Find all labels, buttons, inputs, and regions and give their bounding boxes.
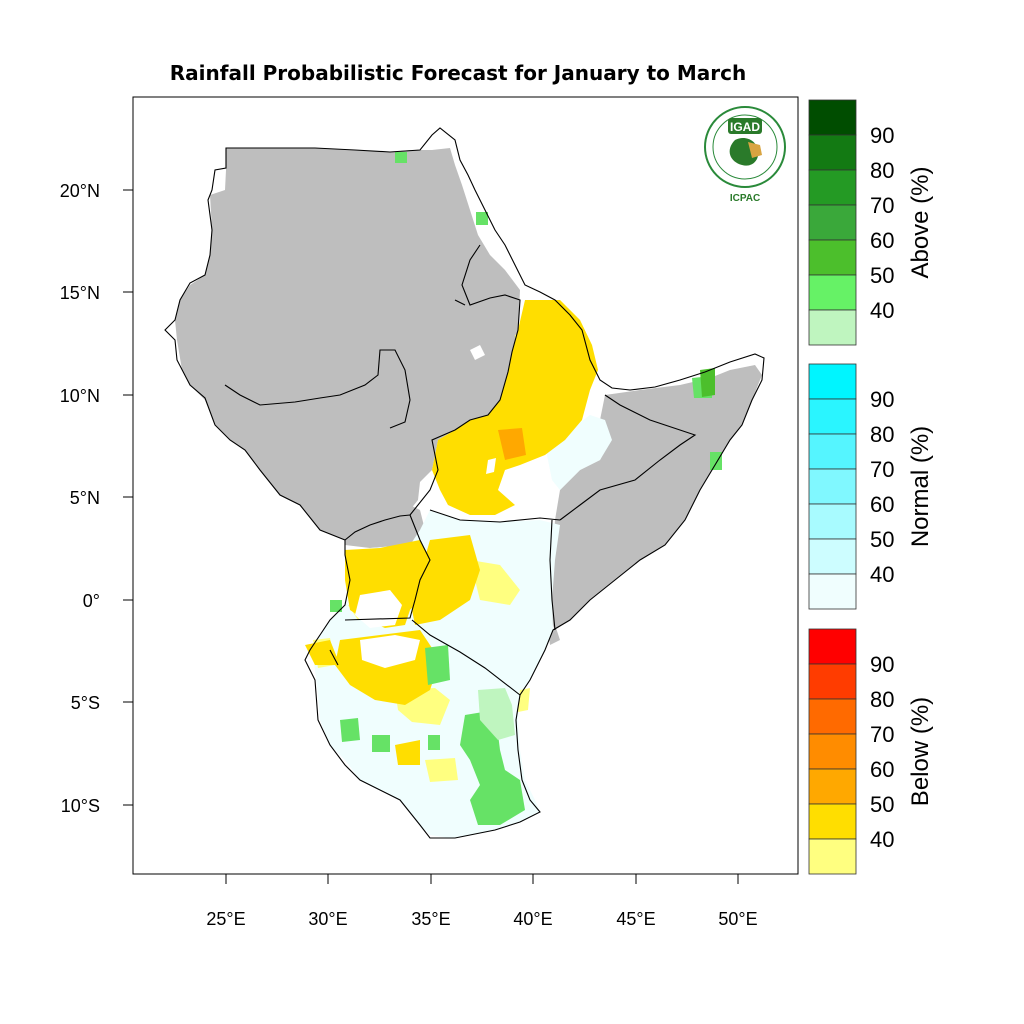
lat-tick-labels: 20°N 15°N 10°N 5°N 0° 5°S 10°S bbox=[60, 181, 100, 816]
legend-swatch bbox=[808, 628, 857, 665]
legend-tick-label: 70 bbox=[870, 457, 894, 482]
legend-above: 90 80 70 60 50 40 Above (%) bbox=[808, 99, 934, 346]
lat-tick-label: 10°N bbox=[60, 386, 100, 406]
legend-swatch bbox=[808, 204, 857, 241]
lon-tick-label: 45°E bbox=[616, 909, 655, 929]
legend-tick-label: 40 bbox=[870, 827, 894, 852]
lon-tick-labels: 25°E 30°E 35°E 40°E 45°E 50°E bbox=[206, 909, 757, 929]
legend-title: Normal (%) bbox=[907, 426, 934, 547]
lon-tick-label: 40°E bbox=[513, 909, 552, 929]
legend-tick-label: 60 bbox=[870, 228, 894, 253]
legend-tick-label: 70 bbox=[870, 193, 894, 218]
lon-tick-label: 30°E bbox=[308, 909, 347, 929]
lat-axis bbox=[123, 189, 133, 806]
legend-swatch bbox=[808, 573, 857, 610]
legend-swatch bbox=[808, 99, 857, 136]
logo-igad-text: IGAD bbox=[730, 120, 760, 134]
lat-tick-label: 5°S bbox=[71, 693, 100, 713]
legend-swatch bbox=[808, 363, 857, 400]
legend-normal: 90 80 70 60 50 40 Normal (%) bbox=[808, 363, 934, 610]
legend-swatch bbox=[808, 698, 857, 735]
lon-tick-label: 35°E bbox=[411, 909, 450, 929]
legend-title: Below (%) bbox=[907, 697, 934, 806]
dry-season-mask bbox=[175, 148, 762, 645]
legend-swatch bbox=[808, 239, 857, 276]
legend-tick-label: 50 bbox=[870, 263, 894, 288]
legend-tick-label: 80 bbox=[870, 687, 894, 712]
lat-tick-label: 20°N bbox=[60, 181, 100, 201]
legend-swatch bbox=[808, 838, 857, 875]
legend-tick-label: 70 bbox=[870, 722, 894, 747]
lon-tick-label: 25°E bbox=[206, 909, 245, 929]
lat-tick-label: 10°S bbox=[61, 796, 100, 816]
legend-swatch bbox=[808, 733, 857, 770]
legend-swatch bbox=[808, 309, 857, 346]
country-borders bbox=[164, 127, 765, 839]
above-40-patches bbox=[330, 152, 722, 825]
legend-swatch bbox=[808, 169, 857, 206]
above-lightest-patches bbox=[478, 688, 515, 740]
legend-tick-label: 50 bbox=[870, 792, 894, 817]
legend-tick-label: 60 bbox=[870, 492, 894, 517]
lon-axis bbox=[225, 874, 739, 884]
legend-swatch bbox=[808, 468, 857, 505]
legend-tick-label: 90 bbox=[870, 652, 894, 677]
legend-below: 90 80 70 60 50 40 Below (%) bbox=[808, 628, 934, 875]
below-60-patches bbox=[498, 428, 526, 460]
legend-swatch bbox=[808, 134, 857, 171]
legend-tick-label: 80 bbox=[870, 422, 894, 447]
lat-tick-label: 5°N bbox=[70, 488, 100, 508]
legend-tick-label: 90 bbox=[870, 123, 894, 148]
legend-swatch bbox=[808, 663, 857, 700]
above-50-patches bbox=[700, 368, 715, 397]
legend-tick-label: 60 bbox=[870, 757, 894, 782]
map-panel bbox=[132, 96, 799, 875]
legend-swatch bbox=[808, 433, 857, 470]
legend-tick-label: 40 bbox=[870, 562, 894, 587]
lakes bbox=[355, 345, 496, 668]
lat-tick-label: 0° bbox=[83, 591, 100, 611]
legend-title: Above (%) bbox=[907, 166, 934, 278]
legend-tick-label: 40 bbox=[870, 298, 894, 323]
legend-swatch bbox=[808, 503, 857, 540]
legend-swatch bbox=[808, 768, 857, 805]
legend-swatch bbox=[808, 803, 857, 840]
legend-tick-label: 80 bbox=[870, 158, 894, 183]
legend-tick-label: 90 bbox=[870, 387, 894, 412]
legend-swatch bbox=[808, 274, 857, 311]
logo-icpac-text: ICPAC bbox=[730, 193, 760, 204]
page-title: Rainfall Probabilistic Forecast for Janu… bbox=[170, 61, 746, 85]
igad-icpac-logo: IGAD ICPAC bbox=[704, 106, 786, 204]
legend-swatch bbox=[808, 398, 857, 435]
legend-swatch bbox=[808, 538, 857, 575]
lon-tick-label: 50°E bbox=[718, 909, 757, 929]
legend-tick-label: 50 bbox=[870, 527, 894, 552]
lat-tick-label: 15°N bbox=[60, 283, 100, 303]
